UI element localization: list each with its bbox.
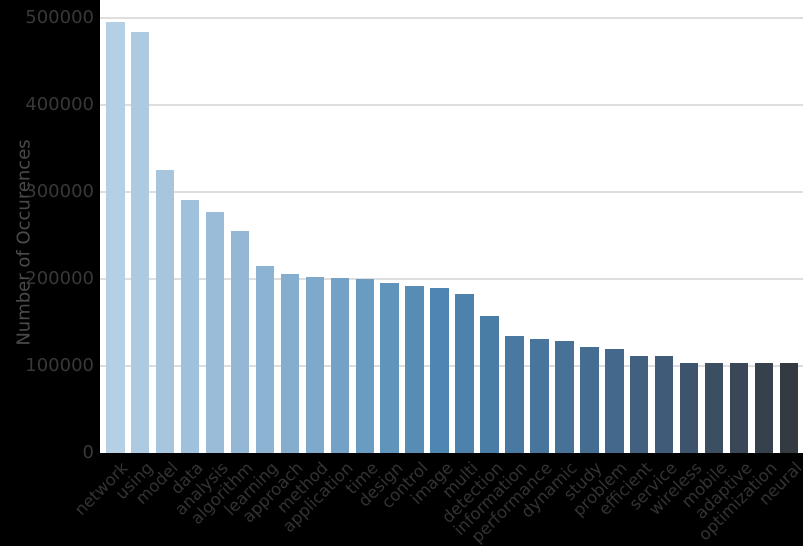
- bar-design: [380, 283, 399, 453]
- bar-model: [155, 170, 175, 453]
- plot-area: [100, 0, 803, 453]
- bar-adaptive: [729, 362, 749, 453]
- gridline-400000: [100, 104, 803, 106]
- bar-network: [106, 22, 125, 453]
- bar-time: [355, 279, 374, 453]
- gridline-300000: [100, 191, 803, 193]
- bar-algorithm: [230, 231, 250, 453]
- bar-dynamic: [555, 340, 574, 453]
- y-tick-200000: 200000: [25, 268, 94, 289]
- bar-information: [505, 335, 524, 453]
- bar-neural: [779, 363, 799, 453]
- bar-learning: [255, 265, 275, 453]
- bar-detection: [480, 315, 499, 453]
- gridline-100000: [100, 365, 803, 367]
- bar-image: [430, 287, 449, 453]
- bar-study: [580, 346, 599, 453]
- bar-service: [654, 356, 674, 453]
- bar-application: [330, 278, 350, 453]
- bar-using: [130, 31, 150, 453]
- bar-wireless: [679, 362, 699, 453]
- bar-control: [405, 285, 424, 453]
- bar-efficient: [629, 355, 649, 453]
- bar-analysis: [205, 212, 225, 453]
- y-tick-100000: 100000: [25, 355, 94, 376]
- bar-data: [180, 199, 200, 453]
- y-axis-title: Number of Occurences: [13, 139, 35, 346]
- gridline-200000: [100, 278, 803, 280]
- bar-approach: [280, 273, 300, 453]
- gridline-500000: [100, 17, 803, 19]
- bar-optimization: [754, 362, 774, 453]
- bar-mobile: [704, 362, 724, 453]
- y-tick-0: 0: [82, 442, 94, 463]
- y-tick-300000: 300000: [25, 181, 94, 202]
- bar-multi: [455, 293, 474, 453]
- y-tick-400000: 400000: [25, 94, 94, 115]
- y-tick-500000: 500000: [25, 7, 94, 28]
- bar-performance: [530, 339, 549, 453]
- bar-method: [305, 277, 325, 453]
- bar-problem: [605, 349, 624, 453]
